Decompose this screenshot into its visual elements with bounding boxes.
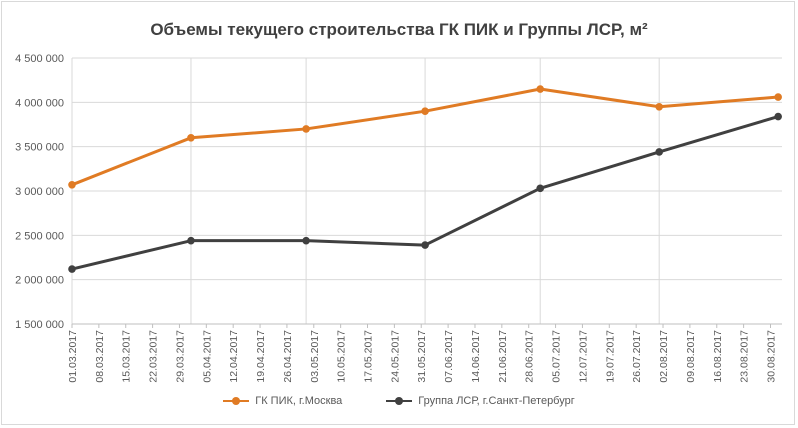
y-tick-label: 3 500 000: [15, 142, 64, 154]
x-tick-label: 28.06.2017: [524, 330, 536, 383]
legend-label-lsr: Группа ЛСР, г.Санкт-Петербург: [418, 395, 575, 407]
x-tick-label: 21.06.2017: [497, 330, 509, 383]
x-tick-label: 17.05.2017: [363, 330, 375, 383]
x-tick-label: 30.08.2017: [765, 330, 777, 383]
x-tick-label: 12.04.2017: [228, 330, 240, 383]
y-tick-label: 3 000 000: [15, 186, 64, 198]
y-tick-label: 4 500 000: [15, 53, 64, 65]
series-lines: [68, 85, 782, 273]
legend-item-lsr[interactable]: Группа ЛСР, г.Санкт-Петербург: [386, 395, 575, 407]
y-tick-label: 2 000 000: [15, 275, 64, 287]
x-tick-label: 16.08.2017: [712, 330, 724, 383]
legend-swatch-pik: [223, 397, 250, 405]
x-tick-label: 29.03.2017: [174, 330, 186, 383]
x-tick-label: 31.05.2017: [416, 330, 428, 383]
x-tick-label: 05.04.2017: [201, 330, 213, 383]
data-point-lsr: [187, 236, 195, 245]
data-point-lsr: [655, 148, 663, 156]
x-tick-label: 07.06.2017: [443, 330, 455, 383]
data-point-pik: [774, 93, 782, 101]
legend-item-pik[interactable]: ГК ПИК, г.Москва: [223, 395, 342, 407]
y-axis: 1 500 000 2 000 000 2 500 000 3 000 000 3 50…: [15, 53, 64, 331]
legend: ГК ПИК, г.Москва Группа ЛСР, г.Санкт-Пет…: [0, 395, 798, 407]
y-tick-label: 1 500 000: [15, 319, 64, 331]
x-tick-label: 09.08.2017: [685, 330, 697, 383]
x-tick-label: 24.05.2017: [389, 330, 401, 383]
x-tick-label: 01.03.2017: [67, 330, 79, 383]
x-tick-label: 22.03.2017: [148, 330, 160, 383]
data-point-lsr: [774, 112, 782, 121]
x-tick-label: 15.03.2017: [121, 330, 133, 383]
x-tick-label: 10.05.2017: [336, 330, 348, 383]
x-tick-label: 05.07.2017: [551, 330, 563, 383]
x-tick-label: 02.08.2017: [658, 330, 670, 383]
chart-title: Объемы текущего строительства ГК ПИК и Г…: [150, 20, 648, 39]
x-axis: 01.03.2017 08.03.2017 15.03.2017 22.03.2017…: [67, 323, 782, 383]
x-tick-label: 14.06.2017: [470, 330, 482, 383]
data-point-pik: [302, 125, 310, 133]
data-point-pik: [655, 102, 663, 111]
data-point-lsr: [421, 241, 429, 249]
data-point-lsr: [536, 184, 545, 193]
x-tick-label: 12.07.2017: [577, 330, 589, 383]
data-point-lsr: [302, 236, 310, 245]
x-tick-label: 26.07.2017: [631, 330, 643, 383]
x-tick-label: 08.03.2017: [94, 330, 106, 383]
data-point-pik: [421, 107, 429, 115]
data-point-lsr: [68, 265, 76, 273]
x-tick-label: 23.08.2017: [739, 330, 751, 383]
data-point-pik: [187, 134, 195, 142]
legend-swatch-lsr: [386, 397, 413, 405]
x-tick-label: 03.05.2017: [309, 330, 321, 383]
x-tick-label: 19.04.2017: [255, 330, 267, 383]
y-tick-label: 2 500 000: [15, 230, 64, 242]
data-point-pik: [536, 85, 545, 93]
data-point-pik: [68, 180, 76, 189]
gridlines: [71, 57, 782, 325]
legend-label-pik: ГК ПИК, г.Москва: [255, 395, 343, 407]
x-tick-label: 26.04.2017: [282, 330, 294, 383]
x-tick-label: 19.07.2017: [604, 330, 616, 383]
y-tick-label: 4 000 000: [15, 97, 64, 109]
